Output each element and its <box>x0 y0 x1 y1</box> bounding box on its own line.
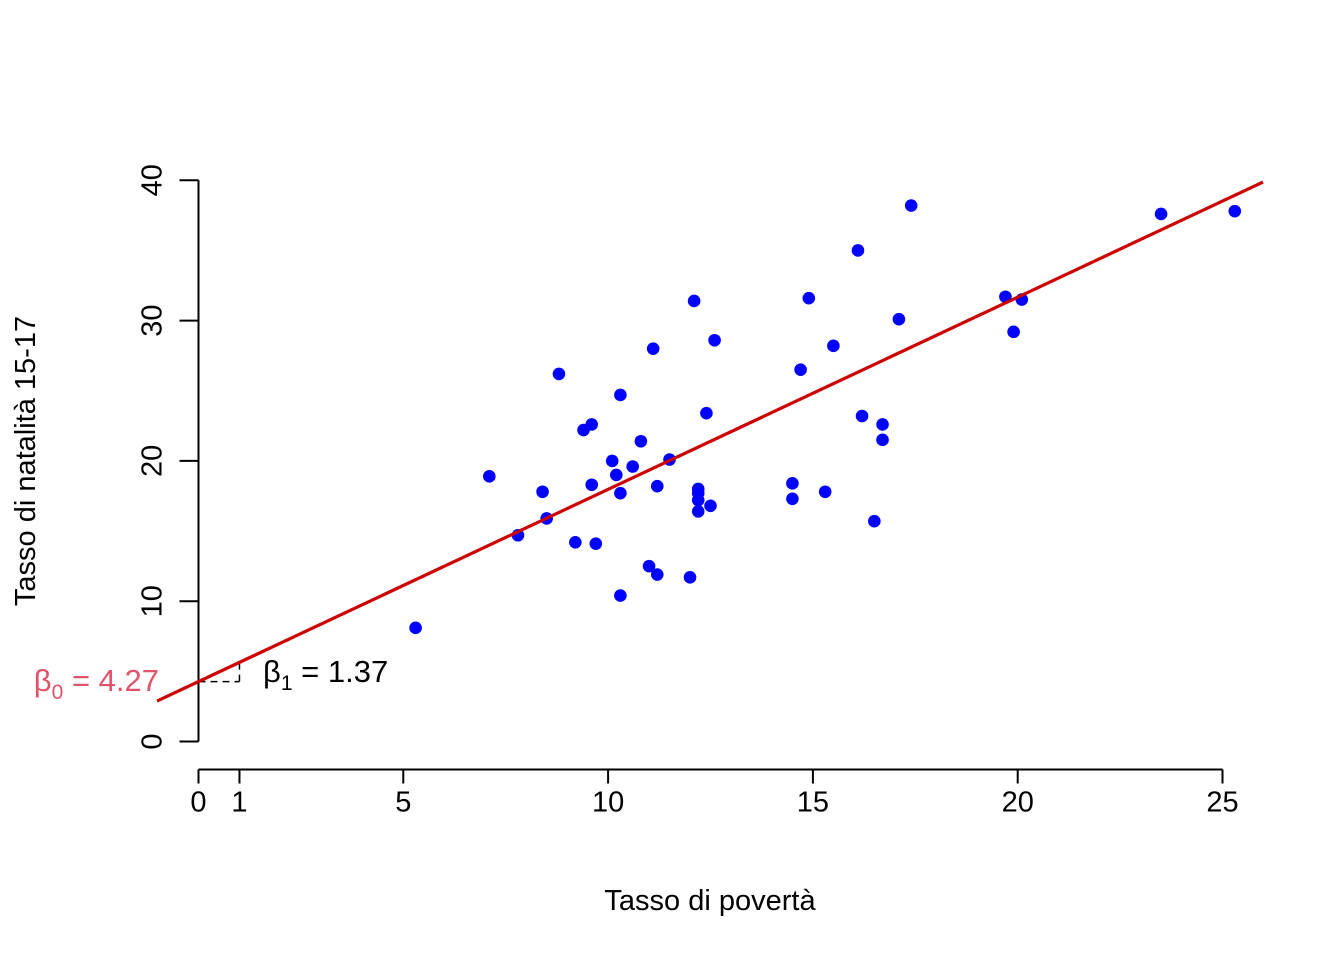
data-point <box>1228 204 1242 218</box>
data-point <box>609 468 623 482</box>
y-ticks: 0 10 20 30 40 <box>137 164 199 750</box>
data-point <box>691 505 705 518</box>
data-point <box>1154 207 1168 221</box>
x-ticks: 0 1 5 10 15 20 25 <box>190 769 1239 819</box>
data-point <box>818 485 832 499</box>
beta0-value: = 4.27 <box>63 663 159 698</box>
data-point <box>614 589 627 602</box>
beta0-subscript: 0 <box>52 681 64 704</box>
x-axis-title: Tasso di povertà <box>604 885 816 917</box>
data-point <box>642 559 656 573</box>
data-point <box>634 434 648 448</box>
x-tick-label: 15 <box>797 787 829 819</box>
data-point <box>569 535 582 549</box>
data-point <box>646 342 660 355</box>
y-tick-label: 0 <box>137 733 169 749</box>
slope-annotation: β1 = 1.37 <box>263 654 388 695</box>
data-point <box>614 486 627 500</box>
beta1-value: = 1.37 <box>293 654 389 689</box>
data-point <box>683 571 697 584</box>
data-points <box>409 199 1242 635</box>
x-tick-label: 5 <box>395 787 411 819</box>
data-point <box>892 312 906 326</box>
data-point <box>708 333 721 347</box>
data-point <box>650 479 664 493</box>
data-point <box>1007 325 1020 339</box>
data-point <box>786 492 799 506</box>
data-point <box>868 514 881 528</box>
data-point <box>650 568 664 581</box>
x-tick-label: 0 <box>190 787 206 819</box>
data-point <box>483 470 496 483</box>
y-tick-label: 20 <box>137 445 169 477</box>
y-tick-label: 40 <box>137 164 169 196</box>
x-tick-label: 20 <box>1002 787 1034 819</box>
data-point <box>605 454 619 468</box>
data-point <box>794 363 807 377</box>
data-point <box>691 493 705 507</box>
data-point <box>851 244 865 257</box>
data-point <box>704 499 717 513</box>
data-point <box>536 485 549 499</box>
beta1-subscript: 1 <box>281 672 293 695</box>
data-point <box>687 294 701 308</box>
x-tick-label: 10 <box>592 787 624 819</box>
y-axis-title: Tasso di natalità 15-17 <box>10 316 42 606</box>
data-point <box>786 477 799 490</box>
x-tick-label: 1 <box>231 787 247 819</box>
data-point <box>876 418 889 431</box>
y-tick-label: 10 <box>137 585 169 617</box>
data-point <box>585 478 599 492</box>
intercept-annotation: β0 = 4.27 <box>34 663 159 704</box>
data-point <box>585 418 599 431</box>
data-point <box>904 199 918 212</box>
x-tick-label: 25 <box>1206 787 1238 819</box>
beta1-symbol: β <box>263 654 281 689</box>
slope-guides <box>198 662 241 683</box>
data-point <box>552 367 566 381</box>
beta0-symbol: β <box>34 663 52 698</box>
data-point <box>855 409 869 423</box>
data-point <box>700 406 713 420</box>
data-point <box>589 537 603 550</box>
data-point <box>626 460 639 473</box>
data-point <box>409 621 422 635</box>
data-point <box>827 339 840 353</box>
data-point <box>614 388 627 402</box>
y-tick-label: 30 <box>137 304 169 336</box>
data-point <box>876 433 889 447</box>
data-point <box>802 291 816 305</box>
regression-line <box>156 180 1264 703</box>
